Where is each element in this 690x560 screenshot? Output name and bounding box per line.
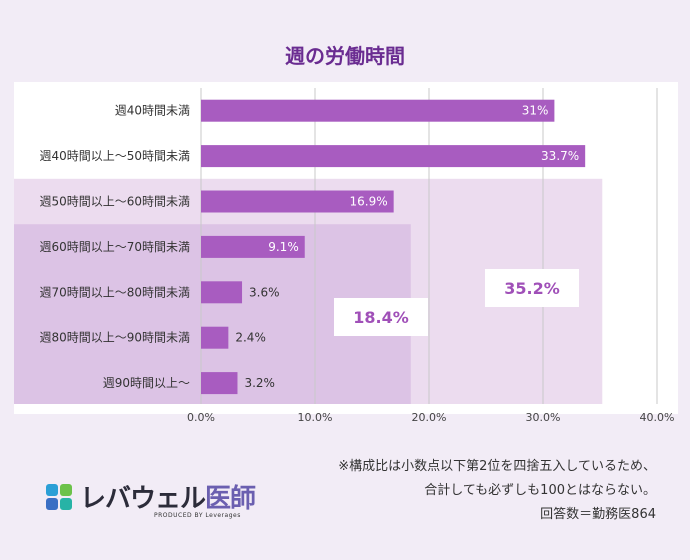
category-label: 週40時間未満 [115, 104, 190, 118]
category-label: 週70時間以上〜80時間未満 [39, 285, 190, 299]
footnote-line2: 合計しても必ずしも100とはならない。 [424, 483, 656, 498]
brand-name: レバウェル医師 [80, 478, 256, 515]
bar [201, 235, 305, 258]
brand-name-kana: レバウェル [80, 484, 206, 514]
category-label: 週90時間以上〜 [103, 376, 190, 390]
bar [201, 372, 238, 395]
group-total-box [485, 269, 579, 307]
bar [201, 145, 586, 168]
group-total-box [334, 298, 428, 336]
group-total-label: 18.4% [353, 308, 409, 327]
chart-title: 週の労働時間 [285, 44, 405, 68]
brand-logo: レバウェル医師 PRODUCED BY Leverages [44, 478, 264, 524]
x-tick-label: 0.0% [187, 411, 215, 424]
value-label: 16.9% [350, 195, 388, 209]
category-label: 週40時間以上〜50時間未満 [39, 149, 190, 163]
category-label: 週60時間以上〜70時間未満 [39, 240, 190, 254]
bar [201, 326, 229, 349]
value-label: 3.6% [249, 285, 279, 299]
x-tick-label: 10.0% [298, 411, 333, 424]
x-tick-label: 30.0% [526, 411, 561, 424]
value-label: 9.1% [268, 240, 299, 254]
value-label: 3.2% [244, 376, 274, 390]
bar [201, 190, 394, 213]
category-label: 週80時間以上〜90時間未満 [39, 331, 190, 345]
group-total-label: 35.2% [504, 279, 560, 298]
value-label: 2.4% [235, 331, 265, 345]
bar [201, 281, 243, 304]
brand-produced-by: PRODUCED BY Leverages [154, 512, 241, 519]
value-label: 33.7% [541, 149, 579, 163]
x-tick-label: 40.0% [640, 411, 675, 424]
brand-name-kanji: 医師 [205, 484, 256, 514]
footnote-line1: ※構成比は小数点以下第2位を四捨五入しているため、 [338, 459, 656, 474]
value-label: 31% [522, 104, 549, 118]
category-label: 週50時間以上〜60時間未満 [39, 195, 190, 209]
bar [201, 99, 555, 122]
brand-mark-icon [46, 484, 72, 510]
footnote-line3: 回答数＝勤務医864 [540, 507, 656, 522]
x-tick-label: 20.0% [412, 411, 447, 424]
